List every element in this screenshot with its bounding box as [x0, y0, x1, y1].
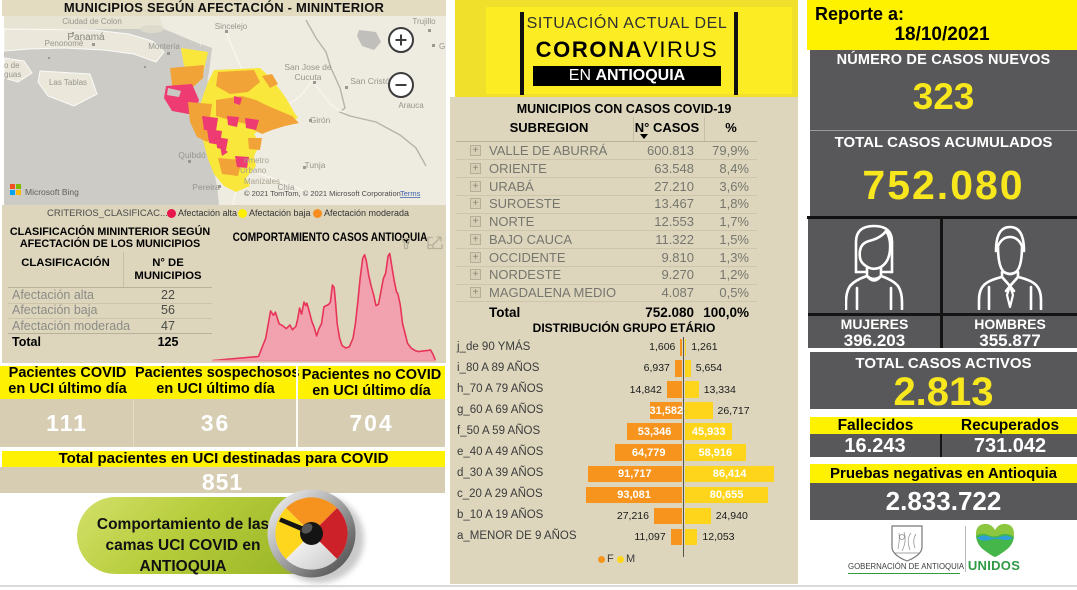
svg-text:Penonomé: Penonomé [45, 39, 84, 48]
svg-text:Girón: Girón [310, 115, 331, 125]
svg-text:Pereira: Pereira [192, 182, 220, 192]
svg-text:Quibdó: Quibdó [178, 150, 206, 160]
svg-text:guas: guas [4, 70, 21, 79]
svg-text:Microsoft Bing: Microsoft Bing [25, 187, 79, 197]
svg-text:Manizales: Manizales [244, 177, 280, 186]
svg-text:Chía: Chía [278, 183, 295, 192]
svg-text:nmetro: nmetro [244, 156, 269, 165]
svg-text:Montería: Montería [148, 42, 180, 51]
svg-text:Tunja: Tunja [305, 160, 326, 170]
svg-text:Panamá: Panamá [67, 32, 105, 43]
svg-text:San Cristól: San Cristól [350, 76, 392, 86]
svg-text:San Jose de: San Jose de [284, 62, 332, 72]
svg-text:© 2021 TomTom, © 2021 Microsof: © 2021 TomTom, © 2021 Microsoft Corporat… [244, 189, 401, 198]
svg-text:Terms: Terms [400, 189, 421, 198]
svg-text:Urbano: Urbano [240, 166, 267, 175]
svg-text:Sincelejo: Sincelejo [215, 22, 248, 31]
svg-text:Trujillo: Trujillo [412, 17, 436, 26]
svg-text:Las Tablas: Las Tablas [49, 78, 87, 87]
svg-text:o de: o de [4, 61, 20, 70]
svg-text:Cucuta: Cucuta [295, 72, 322, 82]
svg-text:G: G [439, 42, 445, 51]
svg-text:Ciudad de Colon: Ciudad de Colon [62, 17, 122, 26]
svg-text:Arauca: Arauca [398, 101, 424, 110]
